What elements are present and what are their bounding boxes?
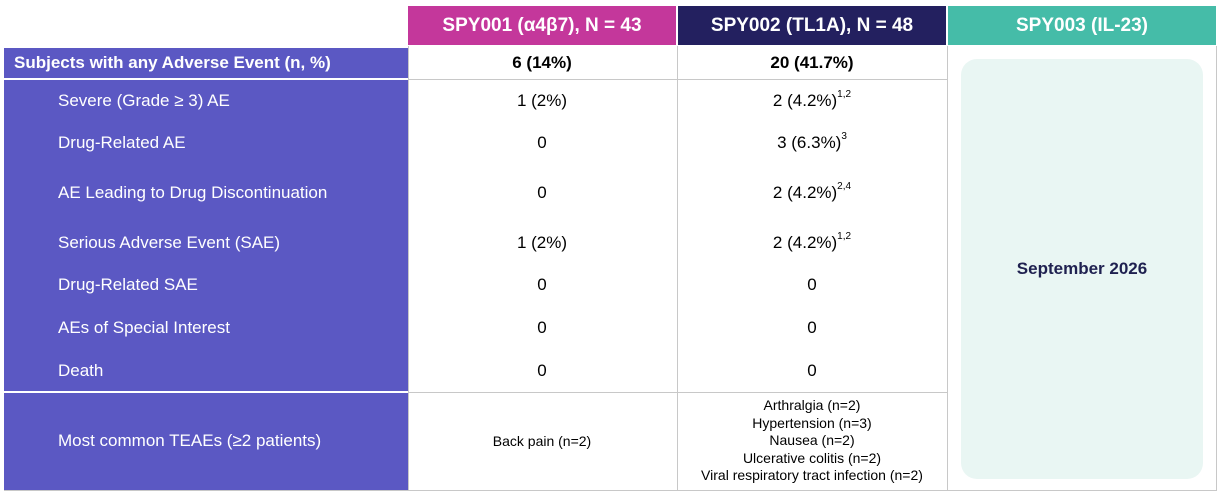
header-spy003: SPY003 (IL-23): [948, 6, 1216, 45]
spy003-status-box: September 2026: [961, 59, 1203, 479]
row-label: Serious Adverse Event (SAE): [58, 233, 281, 252]
summary-spy001-value: 6 (14%): [512, 53, 572, 72]
spy001-value: 0: [537, 133, 547, 152]
grid-line: [408, 46, 409, 491]
summary-row-label: Subjects with any Adverse Event (n, %): [4, 48, 408, 78]
grid-line: [1216, 46, 1217, 491]
teae-item: Nausea (n=2): [769, 432, 855, 448]
row-label: Severe (Grade ≥ 3) AE: [58, 91, 230, 110]
spy002-value: 0: [807, 361, 817, 380]
row-labels-panel: [4, 80, 408, 391]
grid-line: [4, 490, 1216, 491]
row-label: AEs of Special Interest: [58, 318, 230, 337]
row-label: Drug-Related SAE: [58, 275, 198, 294]
footnote-marker: 3: [841, 131, 847, 142]
teae-item: Hypertension (n=3): [752, 414, 872, 431]
spy002-value: 0: [807, 318, 817, 337]
spy001-value: 0: [537, 183, 547, 202]
spy001-value: 1 (2%): [516, 91, 568, 110]
spy002-teae-list: Arthralgia (n=2) Hypertension (n=3) Naus…: [678, 397, 946, 485]
grid-line: [408, 392, 948, 393]
grid-line: [408, 79, 948, 80]
spy001-value: 0: [537, 275, 547, 294]
grid-line: [677, 46, 678, 491]
teae-row-label: Most common TEAEs (≥2 patients): [58, 431, 322, 450]
summary-spy002-value: 20 (41.7%): [770, 53, 854, 72]
spy001-teae-value: Back pain (n=2): [492, 433, 592, 449]
teae-item: Viral respiratory tract infection (n=2): [701, 467, 923, 483]
grid-line: [947, 46, 948, 491]
row-label: Drug-Related AE: [58, 133, 186, 152]
footnote-marker: 2,4: [837, 181, 852, 192]
footnote-marker: 1,2: [837, 231, 852, 242]
spy001-value: 0: [537, 318, 547, 337]
row-label: Death: [58, 361, 104, 380]
header-spy001: SPY001 (α4β7), N = 43: [408, 6, 676, 45]
spy002-value: 2 (4.2%)2,4: [772, 181, 852, 202]
footnote-marker: 1,2: [837, 89, 852, 100]
spy001-value: 0: [537, 361, 547, 380]
teae-label-panel: [4, 393, 408, 490]
spy001-value: 1 (2%): [516, 233, 568, 252]
header-spy002: SPY002 (TL1A), N = 48: [678, 6, 946, 45]
spy002-value: 2 (4.2%)1,2: [772, 89, 852, 110]
row-label: AE Leading to Drug Discontinuation: [58, 183, 328, 202]
teae-item: Ulcerative colitis (n=2): [742, 449, 882, 466]
spy002-value: 2 (4.2%)1,2: [772, 231, 852, 252]
spy002-value: 3 (6.3%)3: [777, 131, 847, 152]
spy002-value: 0: [807, 275, 817, 294]
teae-item: Arthralgia (n=2): [763, 397, 861, 413]
spy003-status-text: September 2026: [1016, 259, 1148, 278]
